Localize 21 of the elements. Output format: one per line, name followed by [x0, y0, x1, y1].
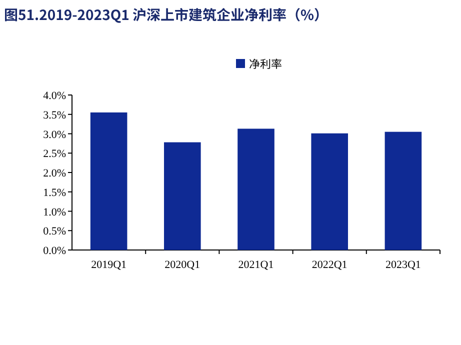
bar	[164, 142, 201, 250]
y-tick-label: 3.5%	[43, 109, 66, 122]
y-tick-label: 0.5%	[43, 226, 66, 238]
x-tick-label: 2019Q1	[91, 259, 127, 271]
bar	[384, 132, 422, 250]
x-tick-label: 2021Q1	[238, 259, 274, 271]
x-tick-label: 2022Q1	[312, 259, 348, 271]
y-tick-label: 2.5%	[43, 148, 66, 160]
y-tick-label: 2.0%	[43, 168, 66, 180]
bar	[90, 112, 128, 250]
y-tick-label: 3.0%	[43, 128, 66, 141]
x-tick-label: 2020Q1	[164, 259, 200, 271]
bar	[238, 128, 274, 250]
y-tick-label: 1.0%	[43, 206, 66, 218]
chart-title: 图51.2019-2023Q1 沪深上市建筑企业净利率（%）	[4, 5, 328, 25]
legend-label: 净利率	[249, 56, 282, 72]
y-tick-label: 4.0%	[43, 90, 66, 102]
x-tick-label: 2023Q1	[385, 259, 421, 271]
y-tick-label: 0.0%	[43, 245, 66, 257]
y-tick-label: 1.5%	[43, 186, 66, 199]
bar	[311, 133, 348, 250]
